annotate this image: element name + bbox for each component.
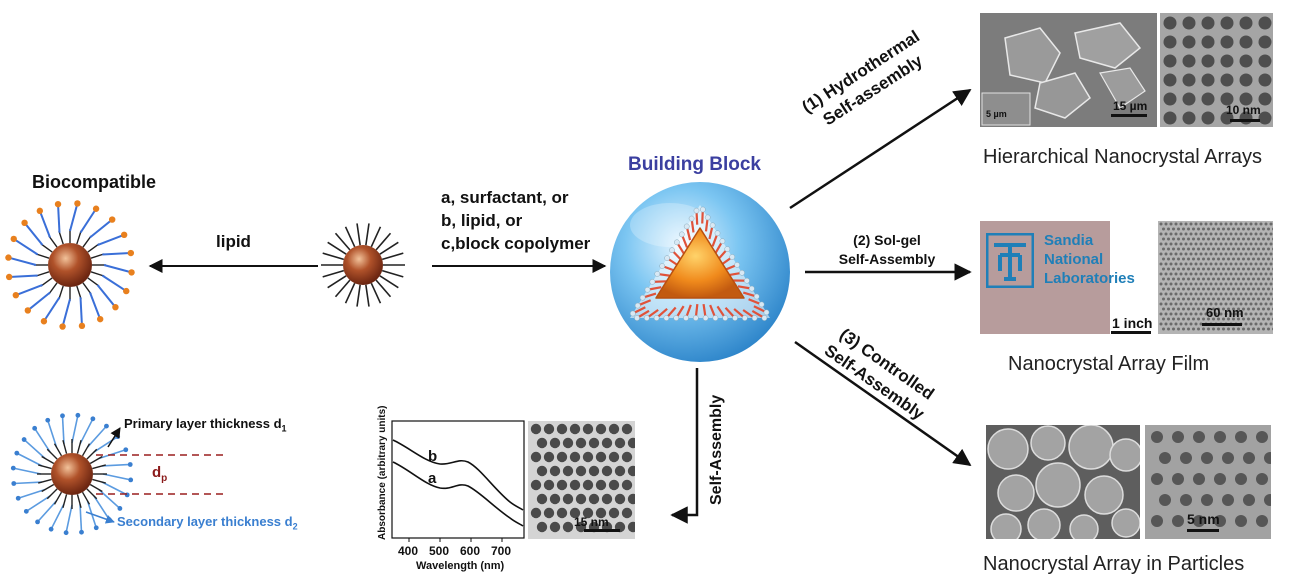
film-photo-sandia: Sandia National Laboratories 1 inch xyxy=(980,221,1155,334)
tem-scale-label: 15 nm xyxy=(574,515,609,529)
arrow-self-assembly-down xyxy=(672,368,697,515)
hier-tem-scale-bar xyxy=(1230,119,1260,122)
tem-image-film: 60 nm xyxy=(1158,221,1273,334)
reagent-line-a: a, surfactant, or xyxy=(441,186,590,209)
xtick-600: 600 xyxy=(460,544,480,558)
route-2-line-2: Self-Assembly xyxy=(822,250,952,269)
part-tem-scale-label: 5 nm xyxy=(1187,511,1220,527)
sandia-text: Sandia National Laboratories xyxy=(1044,231,1135,288)
ligand-nanoparticle xyxy=(321,223,405,306)
tem-image-hierarchical: 10 nm xyxy=(1160,13,1273,127)
caption-particles: Nanocrystal Array in Particles xyxy=(983,553,1244,576)
lipid-label: lipid xyxy=(216,232,251,252)
secondary-pointer xyxy=(86,512,114,522)
dp-text: d xyxy=(152,464,161,481)
sem-scale-bar xyxy=(1111,114,1147,117)
tem-scale-bar xyxy=(584,529,620,532)
spectrum-ylabel: Absorbance (arbitrary units) xyxy=(377,406,388,540)
caption-hierarchical: Hierarchical Nanocrystal Arrays xyxy=(983,146,1262,169)
curve-label-b: b xyxy=(428,448,437,465)
building-block-title: Building Block xyxy=(628,154,761,176)
lipid-coated-nanoparticle xyxy=(5,200,135,330)
self-assembly-down-label: Self-Assembly xyxy=(708,395,726,505)
sandia-line-2: National xyxy=(1044,250,1135,269)
primary-layer-sub: 1 xyxy=(282,424,287,434)
dp-sub: p xyxy=(161,473,167,484)
dp-label: dp xyxy=(152,464,167,484)
bilayer-nanoparticle-schematic xyxy=(11,413,133,535)
reagent-line-b: b, lipid, or xyxy=(441,209,590,232)
sem-scale-label: 15 µm xyxy=(1113,99,1147,113)
curve-label-a: a xyxy=(428,470,436,487)
reagent-line-c: c,block copolymer xyxy=(441,232,590,255)
primary-layer-label: Primary layer thickness d1 xyxy=(124,416,287,434)
sandia-line-3: Laboratories xyxy=(1044,269,1135,288)
film-scale-bar xyxy=(1111,331,1151,334)
absorbance-plot xyxy=(392,421,524,542)
xtick-700: 700 xyxy=(491,544,511,558)
route-2-line-1: (2) Sol-gel xyxy=(822,231,952,250)
primary-layer-text: Primary layer thickness d xyxy=(124,416,282,431)
hier-tem-scale-label: 10 nm xyxy=(1226,103,1261,117)
sem-image-hierarchical: 5 µm 15 µm xyxy=(980,13,1157,127)
tem-image-particles: 5 nm xyxy=(1145,425,1271,539)
xtick-400: 400 xyxy=(398,544,418,558)
biocompatible-title: Biocompatible xyxy=(32,172,156,193)
xtick-500: 500 xyxy=(429,544,449,558)
caption-film: Nanocrystal Array Film xyxy=(1008,353,1209,376)
secondary-layer-sub: 2 xyxy=(293,522,298,532)
film-scale-label: 1 inch xyxy=(1112,315,1152,331)
part-tem-scale-bar xyxy=(1187,529,1219,532)
sem-inset-scale-label: 5 µm xyxy=(986,109,1007,119)
route-2-label: (2) Sol-gel Self-Assembly xyxy=(822,231,952,269)
secondary-layer-label: Secondary layer thickness d2 xyxy=(117,514,298,532)
reagent-labels: a, surfactant, or b, lipid, or c,block c… xyxy=(441,186,590,255)
particle-spheres xyxy=(986,425,1140,539)
film-tem-scale-label: 60 nm xyxy=(1206,305,1244,320)
spectrum-xlabel: Wavelength (nm) xyxy=(416,560,504,572)
building-block-sphere xyxy=(610,182,790,362)
sem-image-particles xyxy=(986,425,1140,539)
sandia-line-1: Sandia xyxy=(1044,231,1135,250)
secondary-layer-text: Secondary layer thickness d xyxy=(117,514,293,529)
film-tem-scale-bar xyxy=(1202,323,1242,326)
tem-image-nanocrystals: 15 nm xyxy=(528,421,635,539)
sandia-logo xyxy=(986,233,1034,288)
